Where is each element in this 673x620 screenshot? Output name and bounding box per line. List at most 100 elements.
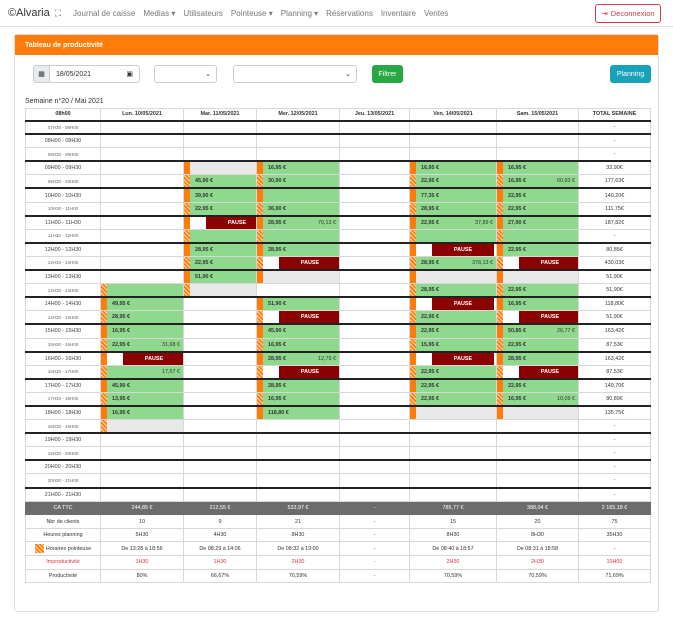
fullscreen-icon[interactable]: ⛶ [54, 7, 62, 18]
revenue-cell: 36,90 € [263, 203, 339, 215]
revenue-cell: 17,57 € [107, 366, 183, 378]
schedule-cell: PAUSE [256, 310, 340, 325]
revenue-cell: 45,90 € [107, 380, 183, 392]
revenue-cell: 28,95 € [416, 203, 496, 215]
schedule-cell [409, 228, 497, 244]
revenue-cell [503, 271, 578, 283]
nav-reservations[interactable]: Réservations [326, 8, 373, 18]
schedule-cell: PAUSE [409, 241, 497, 257]
pause-block: PAUSE [123, 353, 183, 365]
pointeuse-bar [410, 284, 416, 297]
schedule-cell [339, 446, 410, 461]
pointeuse-bar [257, 230, 263, 242]
schedule-cell [496, 473, 579, 489]
select-1[interactable]: ⌄ [154, 65, 217, 83]
schedule-cell: 22,95 € [496, 201, 579, 217]
schedule-cell: 28,95 € 70,13 € [256, 214, 340, 230]
filter-button[interactable]: Filtrer [372, 65, 403, 83]
pointeuse-bar [101, 338, 107, 351]
logout-button[interactable]: ⇥ Deconnexion [595, 4, 661, 23]
nav-planning[interactable]: Planning ▾ [280, 8, 319, 18]
revenue-cell: 22,95 € [416, 175, 496, 188]
revenue-cell [190, 230, 256, 242]
summary-row: Productivité 80% 66,67% 70,59% -70,59% 70,59%… [25, 568, 651, 584]
date-input[interactable]: ▦ 18/05/2021 ▣ [33, 65, 140, 83]
summary-value: 80% [100, 568, 184, 584]
schedule-cell [256, 228, 340, 244]
revenue-cell: 28,95 € [107, 311, 183, 324]
total-cell: 51,90€ [578, 283, 651, 298]
schedule-cell [339, 160, 410, 176]
schedule-cell [100, 160, 184, 176]
date-picker-icon[interactable]: ▣ [126, 71, 133, 78]
schedule-cell: 22,95 € [496, 377, 579, 393]
pointeuse-bar [410, 217, 416, 229]
summary-value: 8H30 [496, 527, 579, 543]
nav-journal[interactable]: Journal de caisse [73, 8, 136, 18]
nav-utilisateurs[interactable]: Utilisateurs [183, 8, 223, 18]
revenue-value: 28,95 € [508, 355, 526, 362]
pointeuse-bar [257, 257, 263, 270]
revenue-cell [263, 230, 339, 242]
pointeuse-bar [410, 311, 416, 324]
nav-medias[interactable]: Medias ▾ [143, 8, 176, 18]
time-slot: 21H00 - 21H30 [25, 486, 101, 502]
select-2[interactable]: ⌄ [233, 65, 357, 83]
pointeuse-bar [101, 393, 107, 405]
summary-value: 21 [256, 514, 340, 529]
table-row: 18H30 - 19H00 - [25, 419, 651, 434]
pointeuse-bar [257, 271, 263, 283]
summary-value: 5H30 [100, 527, 184, 543]
schedule-cell: 22,95 € [409, 377, 497, 393]
nav-pointeuse[interactable]: Pointeuse ▾ [230, 8, 273, 18]
revenue-cell: 16,95 € [503, 299, 578, 310]
time-slot: 18H30 - 19H00 [25, 419, 101, 434]
schedule-cell [409, 133, 497, 149]
table-row: 20H00 - 20H30 - [25, 459, 651, 475]
nav-inventaire[interactable]: Inventaire [380, 8, 416, 18]
revenue-cell: 51,90 € [263, 299, 339, 310]
revenue-value: 22,95 € [421, 219, 439, 226]
column-header: TOTAL SEMAINE [578, 108, 651, 122]
schedule-cell [256, 147, 340, 162]
revenue-cell: 15,95 € [416, 338, 496, 351]
schedule-cell [339, 337, 410, 353]
total-cell: 80,89€ [578, 391, 651, 407]
pointeuse-bar [257, 175, 263, 188]
table-row: 08H00 - 08H30 - [25, 133, 651, 149]
schedule-cell: 28,95 € [183, 241, 257, 257]
brand-logo[interactable]: ©Alvaria [8, 7, 50, 19]
column-header: Lun. 10/05/2021 [100, 108, 184, 122]
planning-button[interactable]: Planning [610, 65, 651, 83]
revenue-cell: 28,95 € 70,13 € [263, 217, 339, 229]
schedule-cell [496, 486, 579, 502]
schedule-cell [496, 432, 579, 448]
pointeuse-bar [257, 393, 263, 405]
schedule-cell [339, 391, 410, 407]
revenue-cell: 28,95 € [503, 353, 578, 365]
time-slot: 13H00 - 13H30 [25, 269, 101, 285]
pointeuse-bar [497, 353, 503, 365]
schedule-cell: 22,95 € [183, 201, 257, 217]
summary-value: - [339, 568, 410, 584]
time-slot: 12H30 - 13H00 [25, 255, 101, 271]
summary-value: 8H30 [409, 527, 497, 543]
revenue-value: 16,95 € [508, 301, 526, 308]
schedule-cell [100, 120, 184, 135]
summary-value: De 08:29 à 14:06 [183, 541, 257, 556]
pointeuse-bar [184, 284, 190, 297]
schedule-cell [339, 255, 410, 271]
summary-value: 10H00 [578, 555, 651, 570]
pointeuse-bar [497, 163, 503, 174]
schedule-cell [409, 404, 497, 421]
revenue-cell: 51,90 € [190, 271, 256, 283]
schedule-cell: 22,95 € 37,89 € [409, 214, 497, 230]
revenue-value: 28,95 € [421, 259, 439, 266]
pause-block: PAUSE [519, 311, 578, 324]
pointeuse-bar [257, 244, 263, 256]
summary-value: 10 [100, 514, 184, 529]
total-cell: 430,03€ [578, 255, 651, 271]
summary-value: 70,59% [409, 568, 497, 584]
revenue-value: 22,95 € [421, 314, 439, 321]
nav-ventes[interactable]: Ventes [423, 8, 449, 18]
